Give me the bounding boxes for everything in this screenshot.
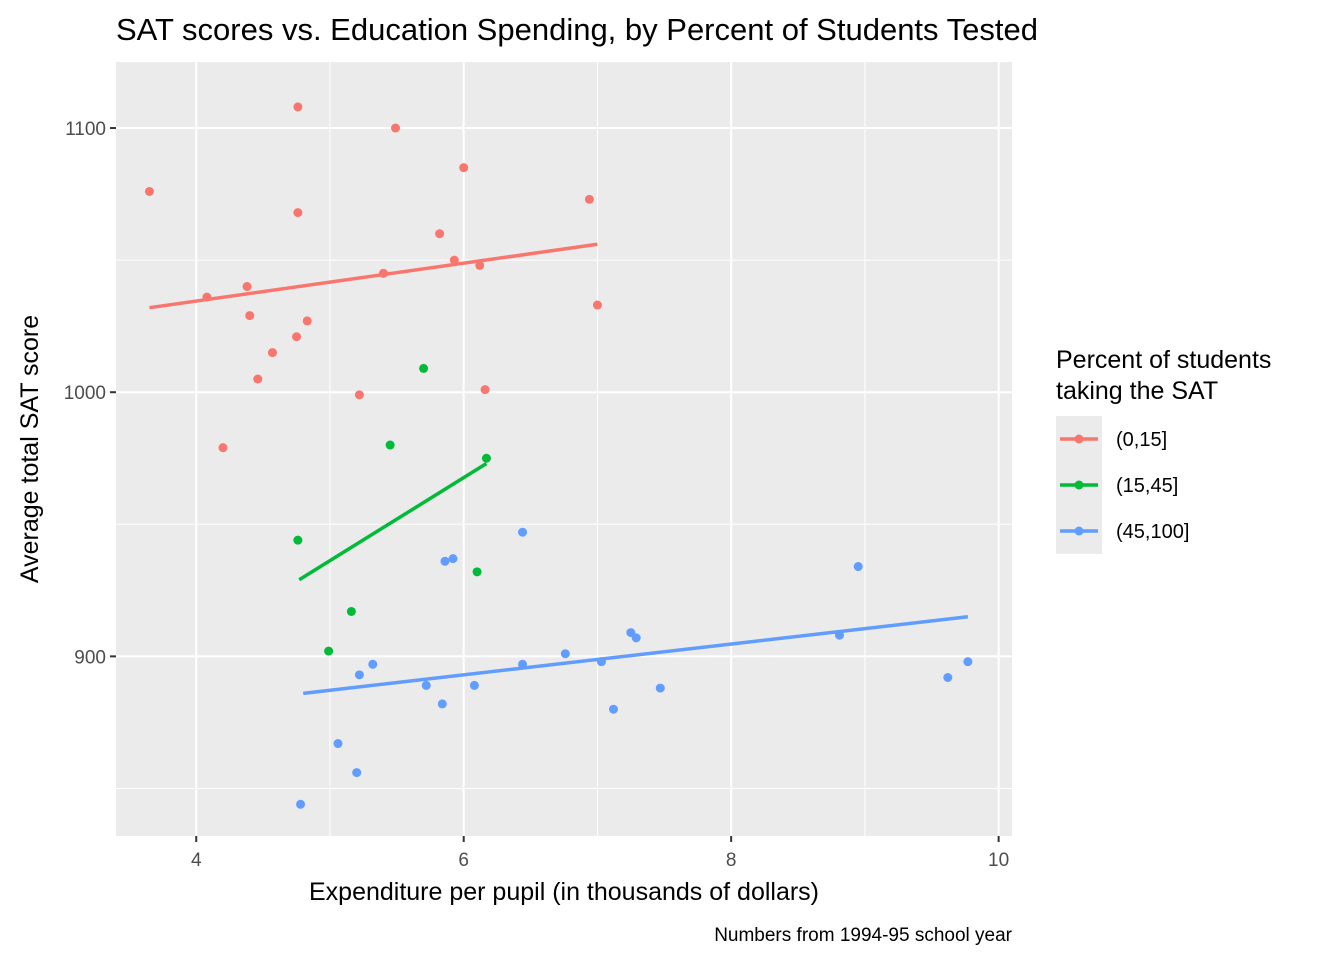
data-point (368, 659, 378, 669)
data-point (448, 554, 458, 564)
x-tick-label: 6 (458, 850, 469, 871)
y-axis-label: Average total SAT score (16, 315, 44, 583)
data-point (253, 374, 263, 384)
grid-minor (116, 62, 1012, 836)
legend-key-point (1074, 434, 1084, 444)
x-axis-label: Expenditure per pupil (in thousands of d… (309, 878, 819, 906)
data-point (518, 527, 528, 537)
y-tick-label: 1100 (65, 119, 106, 140)
x-tick-label: 10 (988, 850, 1009, 871)
data-point (302, 316, 312, 326)
data-point (481, 453, 491, 463)
data-point (608, 704, 618, 714)
legend-item-label: (45,100] (1116, 521, 1189, 543)
x-tick-label: 8 (726, 850, 737, 871)
y-tick-label: 1000 (64, 383, 106, 404)
data-point (963, 657, 973, 667)
data-point (472, 567, 482, 577)
legend-title-line-2: taking the SAT (1056, 377, 1218, 405)
data-point (592, 300, 602, 310)
data-point (352, 768, 362, 778)
data-point (144, 186, 154, 196)
x-tick-label: 4 (191, 850, 202, 871)
data-point (475, 260, 485, 270)
trend-line (149, 242, 598, 310)
data-point (560, 649, 570, 659)
data-point (655, 683, 665, 693)
plot-panel (116, 62, 1012, 836)
legend-item-label: (0,15] (1116, 429, 1167, 451)
data-point (584, 194, 594, 204)
data-point (853, 562, 863, 572)
legend-key-point (1074, 526, 1084, 536)
data-point (296, 799, 306, 809)
ticks-layer: 4 6 8 10 900 1000 1100 (64, 119, 1009, 871)
data-point (292, 332, 302, 342)
data-point (385, 440, 395, 450)
data-point (218, 443, 228, 453)
data-point (943, 673, 953, 683)
data-point (324, 646, 334, 656)
y-tick-label: 900 (74, 647, 106, 668)
trend-line (303, 615, 969, 696)
data-point (293, 102, 303, 112)
data-point (354, 390, 364, 400)
data-point (437, 699, 447, 709)
legend-key-point (1074, 480, 1084, 490)
data-point (469, 680, 479, 690)
data-point (242, 282, 252, 292)
data-point (354, 670, 364, 680)
legend: Percent of students taking the SAT (0,15… (1056, 346, 1271, 554)
points-layer (144, 102, 973, 809)
data-point (293, 208, 303, 218)
data-point (459, 163, 469, 173)
data-point (480, 385, 490, 395)
data-point (293, 535, 303, 545)
data-point (390, 123, 400, 133)
data-point (267, 348, 277, 358)
data-point (631, 633, 641, 643)
data-point (449, 255, 459, 265)
data-point (333, 739, 343, 749)
data-point (245, 311, 255, 321)
data-point (419, 363, 429, 373)
data-point (435, 229, 445, 239)
chart-title: SAT scores vs. Education Spending, by Pe… (116, 12, 1038, 47)
legend-title-line-1: Percent of students (1056, 346, 1271, 374)
trend-layer (149, 242, 969, 696)
data-point (346, 606, 356, 616)
legend-item-label: (15,45] (1116, 475, 1178, 497)
data-point (421, 680, 431, 690)
data-point (440, 556, 450, 566)
chart-caption: Numbers from 1994-95 school year (714, 925, 1012, 946)
trend-line (298, 462, 488, 582)
grid-major (116, 62, 1012, 836)
